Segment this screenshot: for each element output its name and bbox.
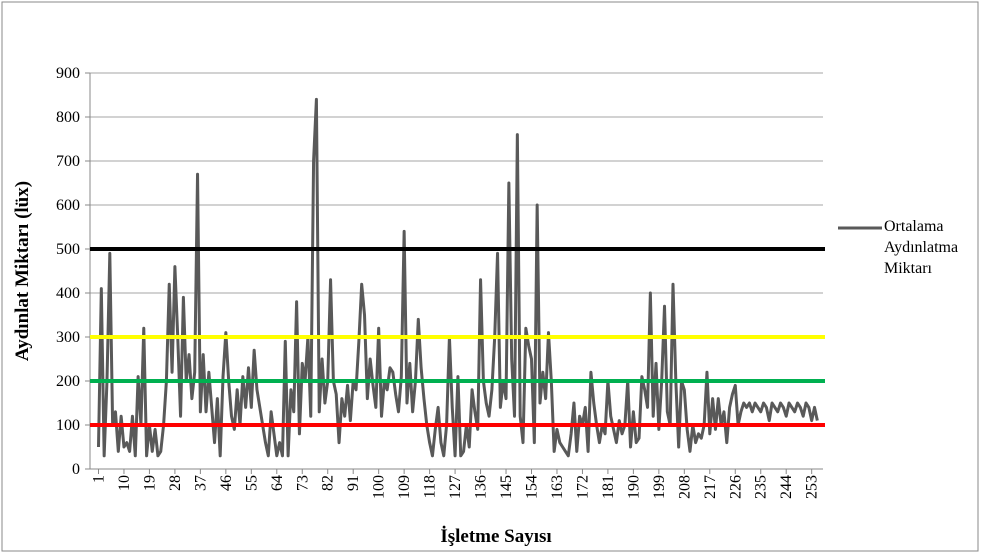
x-tick-label: 64 (269, 475, 286, 491)
y-tick-label: 400 (56, 285, 80, 302)
x-tick-label: 109 (396, 475, 413, 499)
y-tick-label: 900 (56, 65, 80, 82)
x-tick-label: 244 (778, 475, 795, 499)
data-line (96, 97, 819, 458)
x-tick-label: 190 (625, 475, 642, 499)
x-tick-label: 253 (804, 475, 821, 499)
x-tick-label: 217 (702, 475, 719, 499)
y-axis-label: Aydınlat Miktarı (lüx) (12, 181, 33, 361)
x-tick-label: 118 (422, 475, 439, 498)
x-tick-label: 19 (141, 475, 158, 491)
x-tick-label: 82 (320, 475, 337, 491)
y-tick-label: 600 (56, 197, 80, 214)
x-axis-label: İşletme Sayısı (440, 526, 551, 547)
y-tick-label: 0 (72, 461, 80, 478)
y-tick-label: 700 (56, 153, 80, 170)
x-tick-label: 1 (90, 475, 107, 483)
x-tick-label: 226 (727, 475, 744, 499)
x-tick-label: 55 (243, 475, 260, 491)
y-tick-label: 100 (56, 417, 80, 434)
y-tick-label: 500 (56, 241, 80, 258)
x-tick-label: 100 (371, 475, 388, 499)
x-tick-label: 199 (651, 475, 668, 499)
x-tick-label: 145 (498, 475, 515, 499)
y-tick-label: 200 (56, 373, 80, 390)
x-tick-label: 163 (549, 475, 566, 499)
x-tick-label: 235 (753, 475, 770, 499)
x-tick-label: 28 (167, 475, 184, 491)
y-tick-label: 800 (56, 109, 80, 126)
x-tick-label: 181 (600, 475, 617, 499)
x-tick-label: 46 (218, 475, 235, 491)
x-tick-label: 172 (574, 475, 591, 499)
x-tick-label: 208 (676, 475, 693, 499)
x-tick-label: 127 (447, 475, 464, 499)
x-tick-label: 154 (523, 475, 540, 499)
x-tick-label: 136 (473, 475, 490, 499)
y-tick-label: 300 (56, 329, 80, 346)
legend-label: Ortalama Aydınlatma Miktarı (884, 218, 959, 277)
x-tick-label: 10 (116, 475, 133, 491)
x-tick-label: 91 (345, 475, 362, 491)
x-tick-label: 73 (294, 475, 311, 491)
x-tick-label: 37 (192, 475, 209, 491)
